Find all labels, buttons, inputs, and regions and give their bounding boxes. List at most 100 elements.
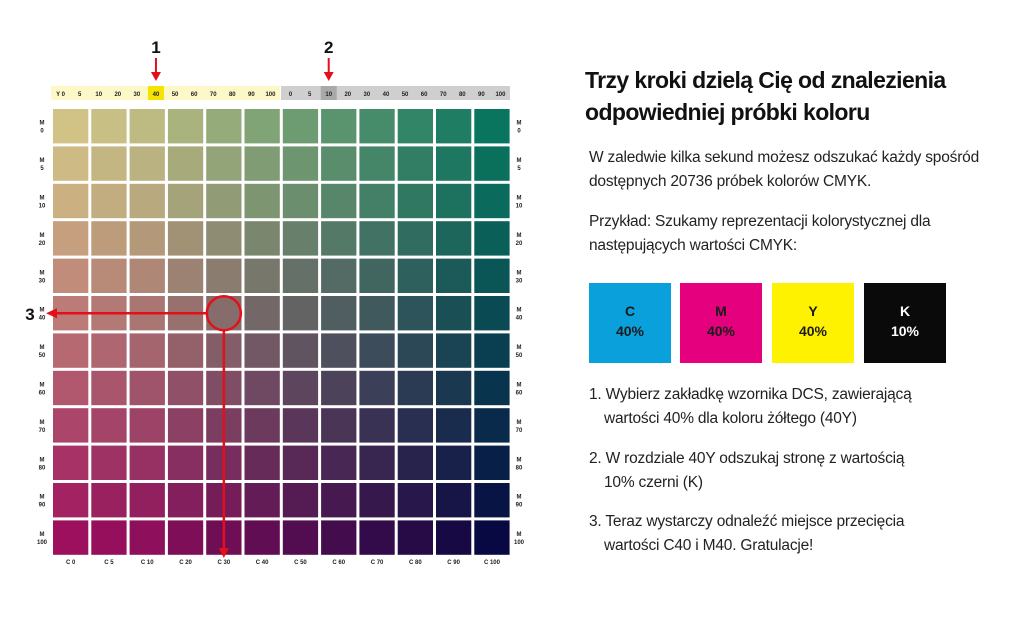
color-swatch	[244, 221, 280, 256]
color-swatch	[129, 258, 165, 293]
color-swatch	[397, 183, 433, 219]
swatch-cyan-value: 40%	[615, 323, 645, 339]
row-label-m-value: 100	[37, 540, 48, 546]
row-label-m-value: 60	[39, 391, 46, 397]
color-swatch	[474, 258, 510, 293]
color-swatch	[53, 408, 89, 443]
color-swatch	[129, 146, 165, 181]
row-label-m-value-right: 80	[516, 465, 523, 471]
col-label-c: C 5	[104, 560, 114, 566]
row-label-m-value-right: 70	[516, 428, 523, 434]
row-label-m-prefix-right: M	[517, 420, 522, 426]
y-header-label: 70	[210, 92, 217, 98]
color-swatch	[91, 258, 127, 293]
k-header-label: 5	[308, 92, 312, 98]
k-header-label: 50	[402, 92, 409, 98]
row-label-m-prefix-right: M	[517, 270, 522, 276]
row-label-m-value: 70	[39, 428, 46, 434]
swatch-black-value: 10%	[890, 323, 920, 339]
row-label-m-prefix: M	[40, 495, 45, 501]
swatch-yellow-value: 40%	[798, 323, 828, 339]
color-swatch	[167, 146, 204, 181]
row-label-m-value-right: 50	[516, 353, 523, 359]
color-swatch	[397, 296, 433, 331]
y-header-label: 20	[114, 92, 121, 98]
step-2: 2. W rozdziale 40Y odszukaj stronę z war…	[589, 447, 1009, 495]
color-swatch	[244, 520, 280, 555]
row-label-m-prefix-right: M	[517, 345, 522, 351]
color-swatch	[321, 333, 357, 368]
color-swatch	[167, 370, 204, 406]
color-swatch	[474, 408, 510, 443]
color-swatch	[129, 483, 165, 518]
row-label-m-value: 10	[39, 204, 46, 210]
color-swatch	[129, 109, 165, 144]
row-label-m-prefix: M	[40, 270, 45, 276]
color-swatch	[244, 146, 280, 181]
k-header-band	[281, 86, 510, 100]
y-header-band	[51, 86, 280, 100]
color-swatch	[359, 146, 395, 181]
color-swatch	[474, 221, 510, 256]
y-header-label: 30	[134, 92, 141, 98]
row-label-m-prefix: M	[40, 308, 45, 314]
color-swatch	[474, 483, 510, 518]
row-label-m-value: 50	[39, 353, 46, 359]
row-label-m-prefix: M	[40, 345, 45, 351]
step-2-line-1: 2. W rozdziale 40Y odszukaj stronę z war…	[589, 450, 905, 467]
color-swatch	[474, 183, 510, 219]
color-swatch	[282, 370, 319, 406]
color-swatch	[474, 333, 510, 368]
arrow-down-head	[218, 548, 229, 558]
color-swatch	[436, 296, 472, 331]
row-label-m-value-right: 0	[517, 129, 521, 135]
col-label-c: C 30	[218, 560, 231, 566]
color-swatch	[282, 483, 319, 518]
color-swatch	[167, 183, 204, 219]
y-header-label: 80	[229, 92, 236, 98]
color-swatch	[167, 109, 204, 144]
step-2-line-2: 10% czerni (K)	[604, 474, 703, 491]
row-label-m-prefix-right: M	[517, 457, 522, 463]
color-swatch	[359, 483, 395, 518]
color-swatch	[167, 333, 204, 368]
arrow-1-head	[150, 72, 161, 81]
row-label-m-prefix-right: M	[517, 233, 522, 239]
row-label-m-prefix-right: M	[517, 532, 522, 538]
color-swatch	[397, 221, 433, 256]
y-header-label: Y 0	[56, 92, 66, 98]
color-swatch	[474, 146, 510, 181]
row-label-m-prefix: M	[40, 420, 45, 426]
color-swatch	[397, 146, 433, 181]
color-swatch	[244, 109, 280, 144]
color-swatch	[91, 109, 127, 144]
color-swatch	[359, 445, 395, 480]
arrow-2-head	[323, 72, 334, 81]
row-label-m-prefix-right: M	[517, 495, 522, 501]
color-swatch	[53, 258, 89, 293]
color-swatch	[282, 408, 319, 443]
color-swatch	[167, 483, 204, 518]
color-swatch	[282, 445, 319, 480]
row-label-m-value: 90	[39, 503, 46, 509]
col-label-c: C 10	[141, 560, 154, 566]
arrow-3-head	[46, 308, 57, 319]
row-label-m-value-right: 20	[516, 241, 523, 247]
color-swatch	[359, 408, 395, 443]
color-swatch	[436, 408, 472, 443]
row-label-m-value: 0	[40, 129, 44, 135]
color-swatch	[91, 370, 127, 406]
color-swatch	[359, 370, 395, 406]
row-label-m-prefix: M	[40, 158, 45, 164]
y-header-label: 60	[191, 92, 198, 98]
color-swatch	[53, 520, 89, 555]
color-swatch	[397, 333, 433, 368]
target-circle	[205, 294, 243, 332]
color-chart: Y 0 5 10 20 30 40 50 60 70 80 90 100 0 5 10 20 30 40 50 60 7…	[25, 38, 524, 566]
color-swatch	[244, 333, 280, 368]
color-swatch	[436, 258, 472, 293]
color-swatch	[397, 258, 433, 293]
color-swatch	[397, 109, 433, 144]
swatch-yellow-letter: Y	[808, 303, 818, 319]
color-swatch	[359, 258, 395, 293]
